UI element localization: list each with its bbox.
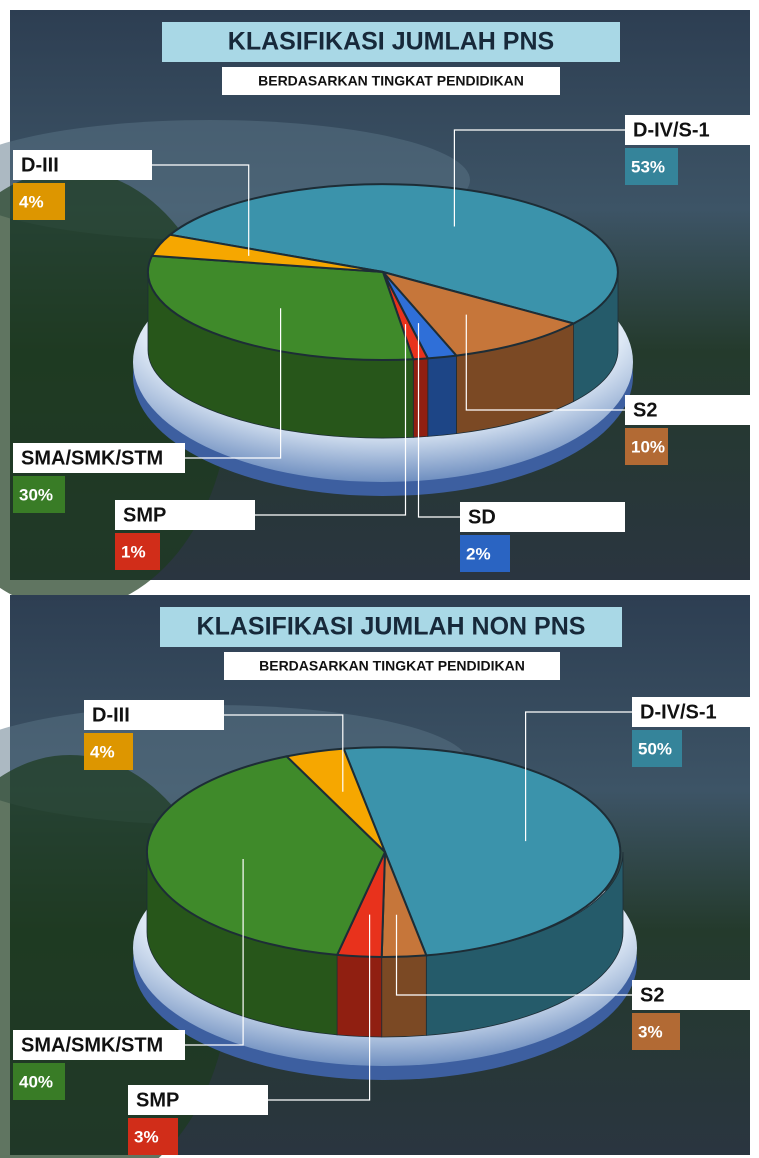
legend-label: S2 — [633, 399, 657, 421]
legend-label: D-III — [21, 154, 59, 176]
chart-title: KLASIFIKASI JUMLAH PNS — [228, 28, 554, 56]
value-label: 4% — [90, 742, 115, 761]
legend-label: SMA/SMK/STM — [21, 447, 163, 469]
value-label: 3% — [638, 1022, 663, 1041]
slice-side — [382, 955, 427, 1037]
value-label: 4% — [19, 192, 44, 211]
chart-title: KLASIFIKASI JUMLAH NON PNS — [197, 613, 586, 641]
legend-label: D-IV/S-1 — [640, 701, 717, 723]
legend-label: D-IV/S-1 — [633, 119, 710, 141]
infographic: KLASIFIKASI JUMLAH PNS BERDASARKAN TINGKA… — [0, 0, 759, 1158]
value-label: 1% — [121, 542, 146, 561]
slice-side — [428, 356, 457, 437]
legend-label: SMP — [123, 504, 166, 526]
legend-label: SMA/SMK/STM — [21, 1034, 163, 1056]
legend-label: D-III — [92, 704, 130, 726]
value-label: 2% — [466, 544, 491, 563]
chart-subtitle: BERDASARKAN TINGKAT PENDIDIKAN — [259, 658, 525, 674]
legend-label: S2 — [640, 984, 664, 1006]
value-label: 3% — [134, 1127, 159, 1146]
slice-side — [413, 358, 428, 437]
legend-label: SMP — [136, 1089, 179, 1111]
value-label: 53% — [631, 157, 665, 176]
value-label: 50% — [638, 739, 672, 758]
slice-side — [337, 955, 382, 1037]
legend-label: SD — [468, 506, 496, 528]
value-label: 10% — [631, 437, 665, 456]
value-label: 40% — [19, 1072, 53, 1091]
value-label: 30% — [19, 485, 53, 504]
chart-subtitle: BERDASARKAN TINGKAT PENDIDIKAN — [258, 73, 524, 89]
